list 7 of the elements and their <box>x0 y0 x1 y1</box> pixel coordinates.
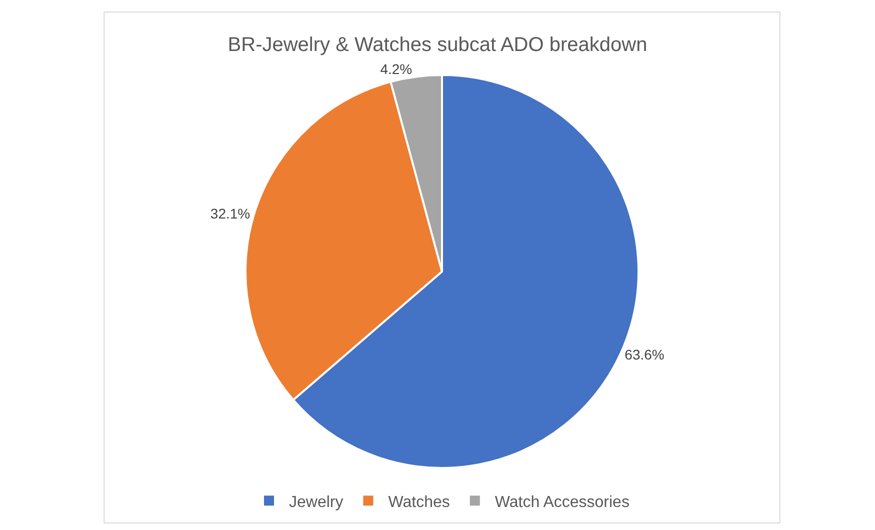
legend-label: Jewelry <box>289 494 344 511</box>
legend-label: Watch Accessories <box>494 494 630 511</box>
legend-label: Watches <box>388 494 450 511</box>
data-label: 32.1% <box>210 205 250 222</box>
chart-title: BR-Jewelry & Watches subcat ADO breakdown <box>228 34 648 56</box>
data-label: 4.2% <box>380 60 412 77</box>
data-label: 63.6% <box>624 346 664 363</box>
